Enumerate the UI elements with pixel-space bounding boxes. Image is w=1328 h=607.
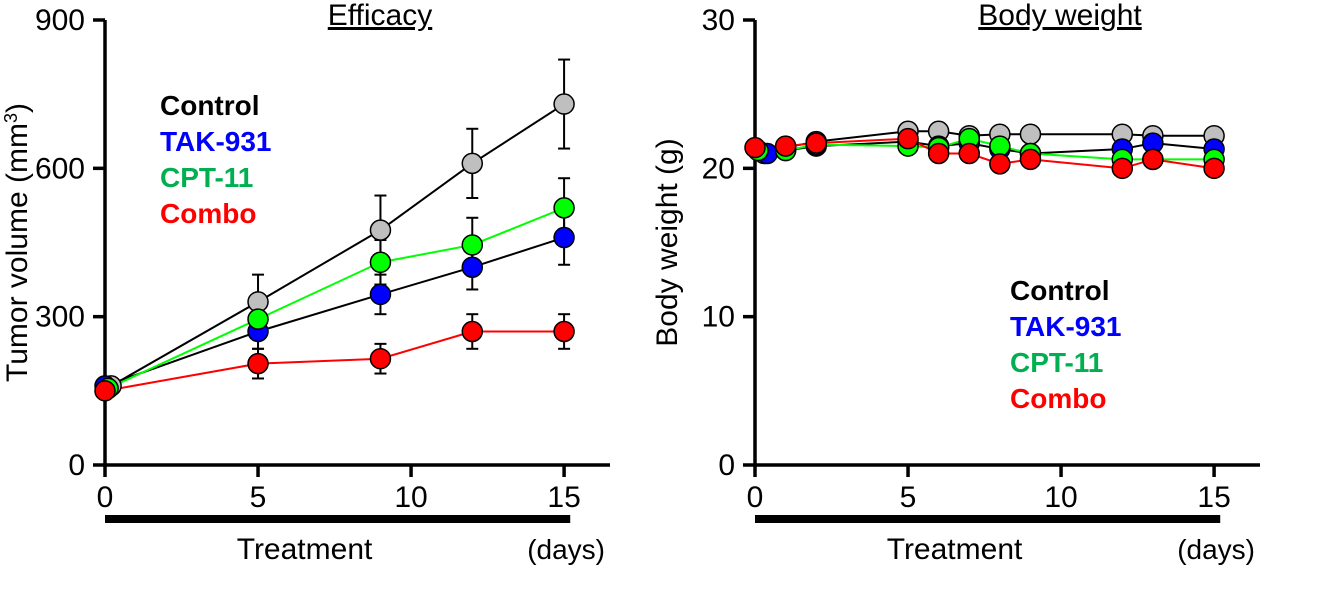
x-tick-label: 0 — [97, 481, 114, 514]
panel-title: Body weight — [978, 0, 1142, 32]
marker-combo — [1143, 149, 1163, 169]
y-tick-label: 0 — [68, 449, 85, 482]
y-tick-label: 600 — [35, 152, 85, 185]
marker-cpt11 — [462, 235, 482, 255]
legend-cpt11: CPT-11 — [160, 162, 253, 193]
marker-cpt11 — [370, 252, 390, 272]
marker-control — [1020, 124, 1040, 144]
marker-combo — [776, 136, 796, 156]
legend-combo: Combo — [1010, 383, 1106, 414]
chart-svg: Efficacy0300600900051015Tumor volume (mm… — [0, 0, 1328, 607]
marker-control — [462, 153, 482, 173]
marker-combo — [1020, 149, 1040, 169]
y-tick-label: 0 — [718, 449, 735, 482]
marker-combo — [959, 144, 979, 164]
panel-efficacy: Efficacy 0 300 600 900 0 5 10 15 Tumor volume (mm… — [1, 0, 610, 566]
legend-cpt11: CPT-11 — [1010, 347, 1103, 378]
y-axis-label: Body weight (g) — [651, 138, 684, 346]
days-label: (days) — [527, 534, 605, 565]
y-tick-label: 900 — [35, 4, 85, 37]
marker-tak931 — [370, 284, 390, 304]
marker-combo — [1204, 158, 1224, 178]
days-label: (days) — [1177, 534, 1255, 565]
x-tick-label: 15 — [547, 481, 580, 514]
legend-tak931: TAK-931 — [1010, 311, 1122, 342]
marker-combo — [745, 138, 765, 158]
marker-combo — [990, 154, 1010, 174]
marker-tak931 — [554, 228, 574, 248]
legend-control: Control — [160, 90, 260, 121]
marker-cpt11 — [990, 136, 1010, 156]
marker-combo — [462, 322, 482, 342]
marker-combo — [929, 144, 949, 164]
panel-body-weight: Body weight 0 10 20 30 0 5 10 15 Body weight (g) T… — [651, 0, 1260, 566]
y-tick-label: 30 — [702, 4, 735, 37]
treatment-label: Treatment — [237, 533, 373, 566]
legend-combo: Combo — [160, 198, 256, 229]
figure-root: Efficacy0300600900051015Tumor volume (mm… — [0, 0, 1328, 607]
marker-control — [370, 220, 390, 240]
marker-control — [554, 94, 574, 114]
y-tick-label: 10 — [702, 301, 735, 334]
y-tick-label: 20 — [702, 152, 735, 185]
x-tick-label: 5 — [900, 481, 917, 514]
y-tick-label: 300 — [35, 301, 85, 334]
series-line-tak931 — [105, 238, 564, 386]
marker-combo — [1112, 158, 1132, 178]
x-tick-label: 10 — [1044, 481, 1077, 514]
marker-cpt11 — [554, 198, 574, 218]
marker-tak931 — [462, 257, 482, 277]
marker-combo — [806, 133, 826, 153]
treatment-label: Treatment — [887, 533, 1023, 566]
legend-control: Control — [1010, 275, 1110, 306]
x-tick-label: 10 — [394, 481, 427, 514]
marker-combo — [248, 354, 268, 374]
marker-cpt11 — [248, 309, 268, 329]
x-tick-label: 15 — [1197, 481, 1230, 514]
x-tick-label: 5 — [250, 481, 267, 514]
marker-combo — [95, 381, 115, 401]
y-axis-label: Tumor volume (mm3) — [1, 103, 34, 382]
marker-combo — [898, 129, 918, 149]
marker-combo — [554, 322, 574, 342]
legend-tak931: TAK-931 — [160, 126, 272, 157]
panel-title: Efficacy — [328, 0, 433, 32]
x-tick-label: 0 — [747, 481, 764, 514]
marker-combo — [370, 349, 390, 369]
